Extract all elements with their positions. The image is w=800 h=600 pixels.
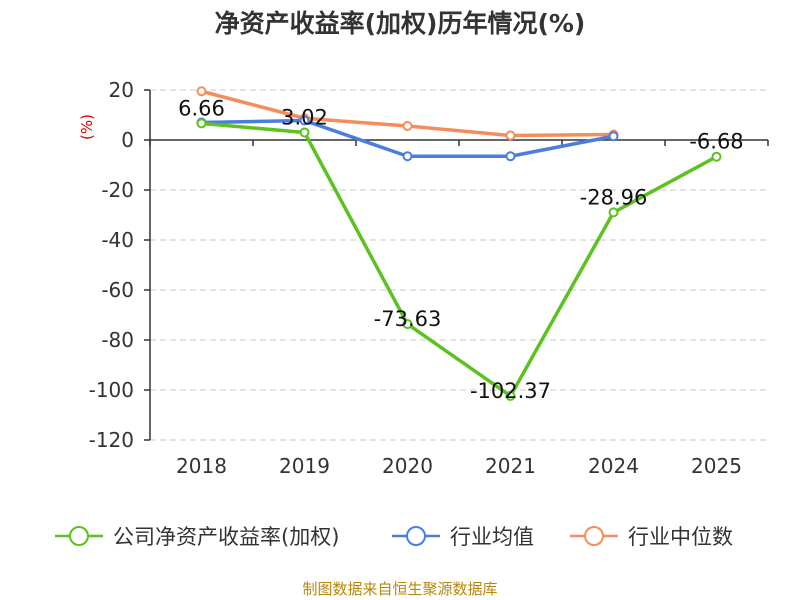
chart-title: 净资产收益率(加权)历年情况(%) xyxy=(215,9,586,38)
data-point[interactable] xyxy=(299,127,310,138)
data-point[interactable] xyxy=(402,319,413,330)
data-source-note: 制图数据来自恒生聚源数据库 xyxy=(302,580,497,598)
legend-label: 行业均值 xyxy=(450,525,534,549)
data-point[interactable] xyxy=(196,118,207,129)
y-tick-label: -60 xyxy=(101,278,134,302)
legend-item-1[interactable]: 行业均值 xyxy=(392,525,534,549)
x-tick-label: 2020 xyxy=(382,454,433,478)
data-point[interactable] xyxy=(711,151,722,162)
series-line-0 xyxy=(199,121,719,398)
legend-item-2[interactable]: 行业中位数 xyxy=(570,525,733,549)
data-label: 3.02 xyxy=(281,105,328,129)
data-label: -73.63 xyxy=(374,307,442,331)
y-tick-label: -20 xyxy=(101,178,134,202)
y-tick-label: -80 xyxy=(101,328,134,352)
legend-item-0[interactable]: 公司净资产收益率(加权) xyxy=(55,525,339,549)
data-point[interactable] xyxy=(196,86,207,97)
data-point[interactable] xyxy=(608,131,619,142)
x-tick-label: 2024 xyxy=(588,454,639,478)
legend-marker-icon xyxy=(406,526,426,546)
data-label: -28.96 xyxy=(580,185,648,209)
data-point[interactable] xyxy=(608,207,619,218)
data-labels: 6.66 3.02 -73.63 -102.37 -28.96 -6.68 xyxy=(178,96,744,403)
y-tick-label: 0 xyxy=(121,128,134,152)
legend-label: 行业中位数 xyxy=(628,525,733,549)
y-tick-label: -100 xyxy=(89,378,134,402)
axes: 20 0 -20 -40 -60 -80 -100 -120 2018 2019 2020 2021 2… xyxy=(89,78,769,478)
data-point[interactable] xyxy=(505,390,516,401)
x-tick-label: 2018 xyxy=(176,454,227,478)
legend-marker-icon xyxy=(69,526,89,546)
data-point[interactable] xyxy=(299,115,310,126)
grid-lines xyxy=(150,89,768,441)
data-point[interactable] xyxy=(505,151,516,162)
data-point[interactable] xyxy=(505,130,516,141)
y-tick-label: -40 xyxy=(101,228,134,252)
y-axis-unit-label: (%) xyxy=(78,114,96,140)
legend-label: 公司净资产收益率(加权) xyxy=(113,525,339,549)
y-tick-label: 20 xyxy=(109,78,134,102)
series-lines xyxy=(196,86,722,401)
x-tick-label: 2019 xyxy=(279,454,330,478)
data-point[interactable] xyxy=(402,121,413,131)
data-point[interactable] xyxy=(402,151,413,162)
legend[interactable]: 公司净资产收益率(加权) 行业均值 行业中位数 xyxy=(55,525,733,549)
data-label: -6.68 xyxy=(689,130,743,154)
data-label: 6.66 xyxy=(178,96,225,120)
legend-marker-icon xyxy=(584,526,604,546)
x-tick-label: 2021 xyxy=(485,454,536,478)
data-label: -102.37 xyxy=(470,379,551,403)
x-tick-label: 2025 xyxy=(691,454,742,478)
y-tick-label: -120 xyxy=(89,428,134,452)
